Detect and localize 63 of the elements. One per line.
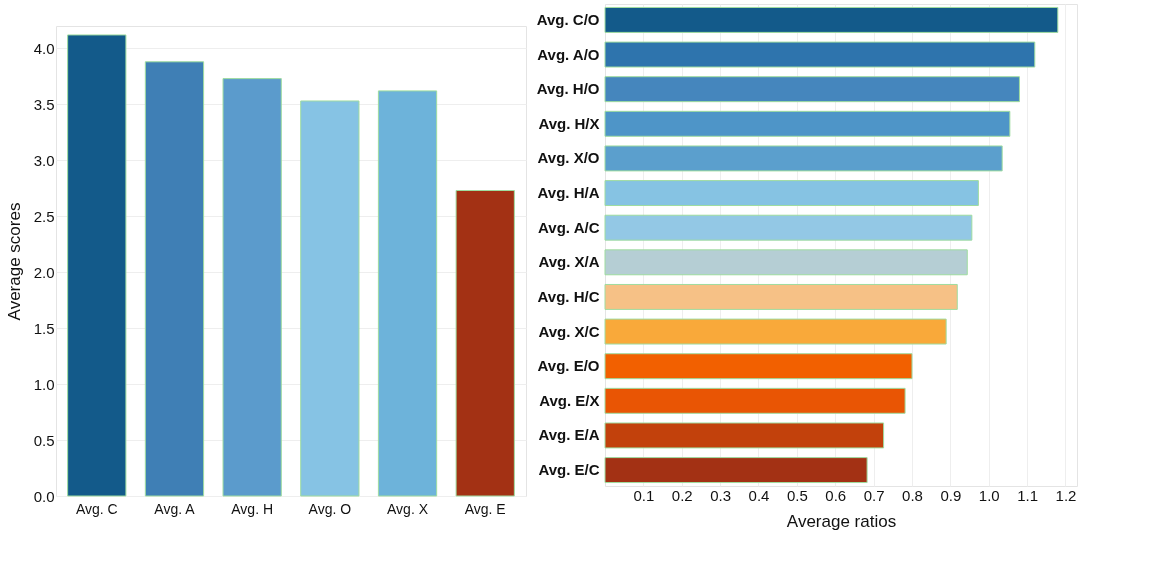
bar <box>604 145 1003 172</box>
bar <box>604 283 958 310</box>
y-tick-label: Avg. A/C <box>538 218 600 236</box>
y-tick-label: Avg. E/O <box>537 357 600 375</box>
y-tick-label: 3.0 <box>33 151 55 169</box>
y-tick-label: Avg. E/X <box>539 391 600 409</box>
y-tick-label: Avg. H/O <box>536 80 600 98</box>
bar <box>604 457 868 484</box>
x-axis-title: Average ratios <box>786 511 897 531</box>
x-tick-label: 0.6 <box>825 486 847 504</box>
bar <box>455 190 515 497</box>
x-tick-label: 1.0 <box>978 486 1000 504</box>
y-tick-label: 0.5 <box>33 431 55 449</box>
x-tick-label: 0.1 <box>633 486 655 504</box>
y-tick-label: 2.5 <box>33 207 55 225</box>
bar <box>604 110 1011 137</box>
y-tick-label: Avg. X/O <box>537 149 600 167</box>
y-tick-label: Avg. H/A <box>537 184 600 202</box>
bar <box>604 387 906 414</box>
x-tick-label: 0.9 <box>940 486 962 504</box>
y-tick-label: Avg. H/C <box>537 287 600 305</box>
x-tick-label: 1.2 <box>1055 486 1077 504</box>
y-tick-label: 4.0 <box>33 39 55 57</box>
bar <box>604 249 968 276</box>
y-tick-label: Avg. E/A <box>538 426 600 444</box>
bar <box>604 422 885 449</box>
x-tick-label: Avg. A <box>154 500 196 517</box>
bar <box>377 90 438 497</box>
y-tick-label: Avg. X/A <box>538 253 600 271</box>
bar <box>144 61 205 497</box>
bar <box>604 353 913 380</box>
y-tick-label: Avg. H/X <box>538 114 600 132</box>
x-tick-label: Avg. E <box>464 500 506 517</box>
y-tick-label: Avg. C/O <box>536 10 600 28</box>
bar <box>604 6 1059 33</box>
x-tick-label: 0.2 <box>671 486 693 504</box>
x-tick-label: Avg. H <box>231 500 274 517</box>
bar <box>604 41 1036 68</box>
x-tick-label: 0.7 <box>863 486 885 504</box>
bar <box>300 100 360 497</box>
x-tick-label: 0.3 <box>710 486 732 504</box>
y-tick-label: 3.5 <box>33 95 55 113</box>
y-tick-label: Avg. A/O <box>537 45 600 63</box>
x-tick-label: 0.4 <box>748 486 770 504</box>
x-tick-label: 0.8 <box>902 486 923 504</box>
x-tick-label: 1.1 <box>1017 486 1039 504</box>
y-axis-title: Average scores <box>4 202 24 321</box>
y-tick-label: Avg. E/C <box>538 461 600 479</box>
bar <box>604 318 947 345</box>
x-tick-label: Avg. X <box>387 500 429 517</box>
x-tick-label: Avg. C <box>75 500 118 517</box>
bar <box>604 76 1020 103</box>
y-tick-label: 2.0 <box>33 263 55 281</box>
x-tick-label: Avg. O <box>308 500 352 517</box>
x-tick-label: 0.5 <box>786 486 808 504</box>
y-tick-label: 1.5 <box>33 319 55 337</box>
bar <box>604 180 979 207</box>
bar <box>222 78 282 497</box>
bar <box>67 34 127 497</box>
y-tick-label: 1.0 <box>33 375 55 393</box>
y-tick-label: Avg. X/C <box>538 322 600 340</box>
bar <box>604 214 973 241</box>
y-tick-label: 0.0 <box>33 487 55 505</box>
